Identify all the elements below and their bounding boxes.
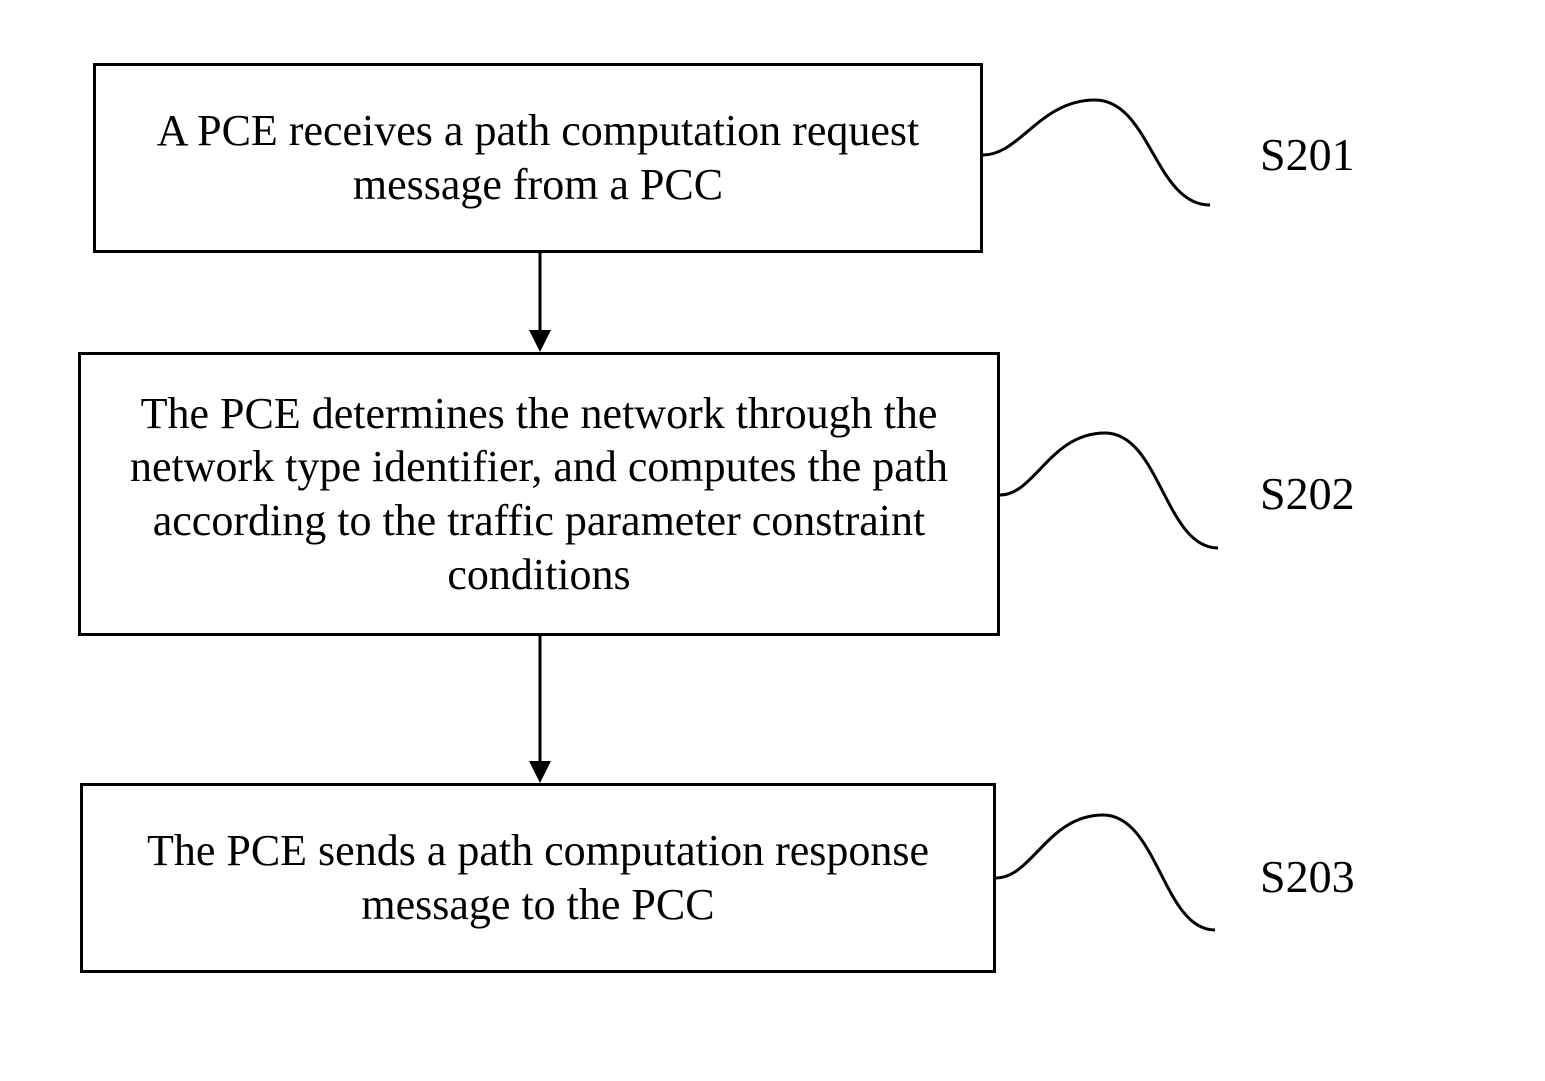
flowchart-canvas: A PCE receives a path computation reques… — [0, 0, 1545, 1081]
arrow-1 — [529, 253, 551, 352]
callout-squiggle-2 — [1000, 433, 1218, 548]
step-text-2: The PCE determines the network through t… — [105, 387, 973, 602]
step-box-1: A PCE receives a path computation reques… — [93, 63, 983, 253]
step-box-3: The PCE sends a path computation respons… — [80, 783, 996, 973]
arrow-2 — [529, 636, 551, 783]
step-label-2: S202 — [1260, 467, 1355, 520]
callout-squiggle-1 — [983, 100, 1210, 205]
step-text-1: A PCE receives a path computation reques… — [120, 104, 956, 211]
step-text-3: The PCE sends a path computation respons… — [107, 824, 969, 931]
callout-squiggle-3 — [996, 815, 1215, 930]
step-label-3: S203 — [1260, 850, 1355, 903]
step-label-1: S201 — [1260, 128, 1355, 181]
step-box-2: The PCE determines the network through t… — [78, 352, 1000, 636]
